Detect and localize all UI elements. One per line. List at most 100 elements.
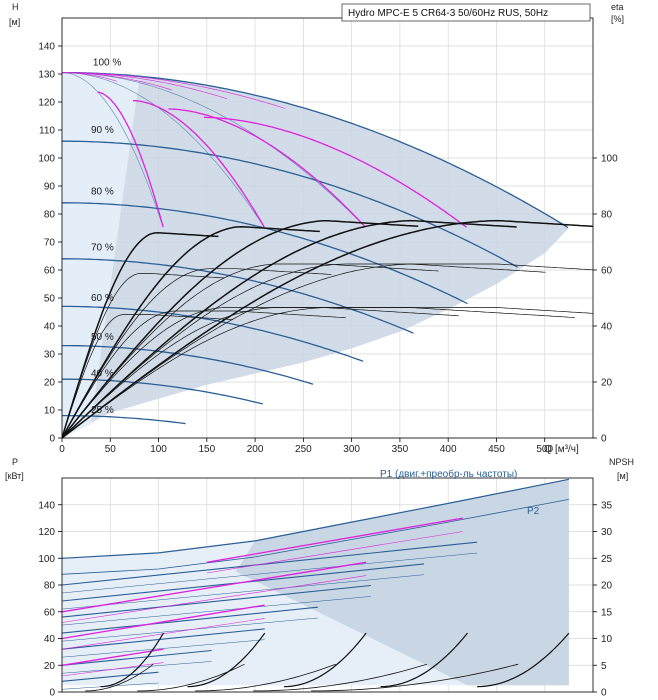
x-tick-label-100: 100 [150,444,167,455]
multi-pump-thin-4 [62,72,286,109]
power-line-thin-0 [62,682,159,690]
x-tick-label-350: 350 [392,444,409,455]
y2-tick-label-40: 40 [601,322,613,333]
x-axis-unit-q: [м³/ч] [555,444,579,455]
low-flow-band [62,72,140,438]
x-tick-label-250: 250 [295,444,312,455]
p-tick-label-120: 120 [38,527,55,538]
y-axis-unit-p: [кВт] [5,471,24,481]
x-tick-label-0: 0 [59,444,65,455]
head-curves [62,71,593,438]
head-curve-50 [62,344,314,385]
p-tick-label-0: 0 [49,688,55,699]
p2-pump-curve-0 [62,662,164,677]
npsh-tick-label-25: 25 [601,554,613,565]
x-tick-label-500: 500 [536,444,553,455]
efficiency-curve-3-0 [62,219,517,438]
y-tick-label-20: 20 [44,378,56,389]
series-label-p1: P1 (двиг.+преобр-ль частоты) [380,468,517,480]
series-label-p2: P2 [527,506,540,517]
p-tick-label-80: 80 [44,581,56,592]
y-tick-label-80: 80 [44,210,56,221]
efficiency-curve-1-1 [62,268,332,438]
y2-axis-unit-eta: [%] [611,14,624,24]
npsh-curve-2 [187,632,266,688]
power-line-3 [62,606,318,634]
head-curve-90 [62,140,519,268]
p-tick-label-140: 140 [38,500,55,511]
speed-label-4: 60 % [91,293,114,304]
npsh-tick-label-5: 5 [601,661,607,672]
top-plot-frame [61,17,594,439]
efficiency-curve-0-0 [62,232,219,438]
power-npsh-curves [62,478,570,692]
x-axis-label-q: Q [544,444,552,455]
npsh-tick-label-10: 10 [601,634,613,645]
y-tick-label-120: 120 [38,98,55,109]
p-tick-label-60: 60 [44,607,56,618]
x-tick-label-300: 300 [343,444,360,455]
x-tick-label-150: 150 [198,444,215,455]
efficiency-curve-2-0 [62,220,419,438]
npsh-tick-label-0: 0 [601,688,607,699]
npsh-tick-label-15: 15 [601,607,613,618]
speed-label-3: 70 % [91,242,114,253]
y-tick-label-10: 10 [44,406,56,417]
p-tick-label-20: 20 [44,661,56,672]
head-curve-60 [62,305,364,362]
efficiency-curve-3-2 [62,307,575,438]
npsh-tick-label-30: 30 [601,527,613,538]
head-curve-thin-3 [62,72,364,226]
efficiency-curve-0-2 [62,314,233,438]
x-tick-label-450: 450 [488,444,505,455]
head-curve-thin-2 [62,72,264,226]
chart-title: Hydro MPC-E 5 CR64-3 50/60Hz RUS, 50Hz [348,8,548,19]
speed-label-2: 80 % [91,186,114,197]
y2-tick-label-20: 20 [601,378,613,389]
power-line-thin-6 [62,552,478,594]
efficiency-curve-4-2 [62,307,593,438]
p2-pump-curve-3 [206,531,463,574]
y-tick-label-60: 60 [44,266,56,277]
y2-axis-unit-npsh: [м] [617,471,628,481]
y-axis-label-h: H [12,2,19,12]
y-tick-label-0: 0 [49,434,55,445]
power-line-2 [62,628,265,650]
head-curve-70 [62,258,414,334]
npsh-curve-low-3 [195,663,336,692]
y-tick-label-130: 130 [38,70,55,81]
speed-label-1: 90 % [91,125,114,136]
top-axes: 0 50 100 150 200 250 300 350 400 450 5000102030405… [38,42,618,456]
npsh-curve-3 [284,632,367,688]
npsh-curve-low-1 [85,663,154,692]
multi-pump-curve-1 [97,91,164,228]
x-tick-label-50: 50 [105,444,117,455]
p2-envelope [62,499,569,575]
y-tick-label-100: 100 [38,154,55,165]
efficiency-curve-0-1 [62,273,225,438]
bottom-plot-frame [61,477,594,693]
p2-pump-curve-2 [62,575,367,623]
y-tick-label-30: 30 [44,350,56,361]
p1-pump-curve-0 [62,648,164,666]
y2-tick-label-60: 60 [601,266,613,277]
y2-tick-label-80: 80 [601,210,613,221]
bottom-axes: 0 20 40 60 80 100 120 140 0 5 10 15 20 25 30 35 [38,500,612,698]
y2-axis-label-eta: eta [611,2,624,12]
multi-pump-curve-3 [168,108,366,228]
power-range-dark [235,479,569,686]
operating-range-area [62,72,569,438]
y2-axis-label-npsh: NPSH [609,457,634,467]
y2-tick-label-100: 100 [601,154,618,165]
multi-pump-curve-4 [203,116,467,228]
npsh-curve-4 [380,632,468,688]
y-tick-label-90: 90 [44,182,56,193]
speed-label-6: 40 % [91,368,114,379]
p-tick-label-100: 100 [38,554,55,565]
npsh-curve-low-2 [137,663,245,692]
operating-range-fill [62,72,569,438]
y-tick-label-110: 110 [39,126,55,137]
speed-labels: 100 % 90 % 80 % 70 % 60 % 50 % 40 % 25 % [91,58,121,416]
x-tick-label-400: 400 [440,444,457,455]
npsh-tick-label-20: 20 [601,581,613,592]
